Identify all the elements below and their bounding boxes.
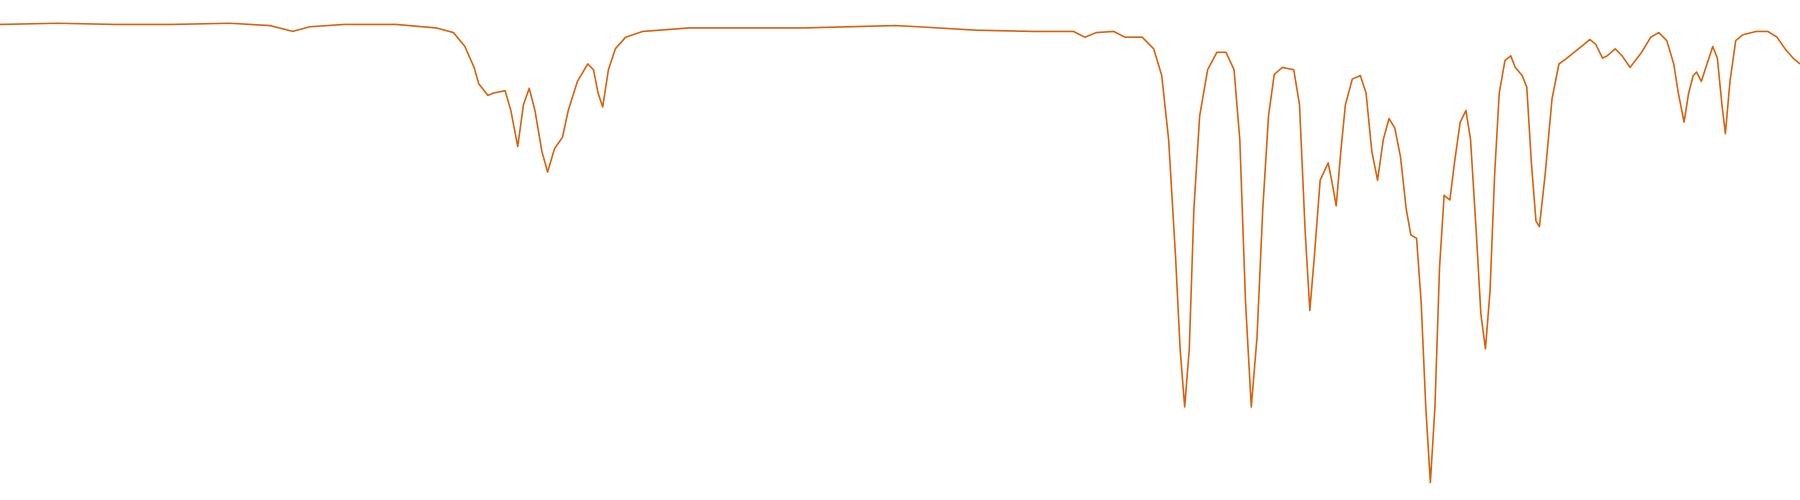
spectrum-line <box>0 22 1800 484</box>
